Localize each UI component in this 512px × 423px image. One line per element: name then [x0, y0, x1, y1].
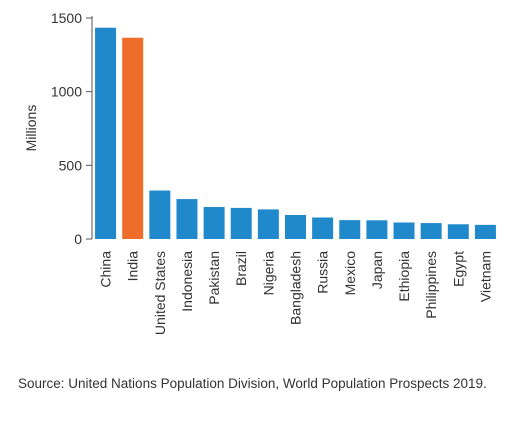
bar-india	[122, 37, 144, 239]
bar-china	[95, 27, 117, 240]
x-axis-tick-labels: China India United States Indonesia Pakistan…	[98, 251, 494, 335]
x-tick-label: United States	[152, 251, 168, 335]
x-tick-label: Egypt	[450, 251, 466, 287]
x-tick-label: Vietnam	[477, 251, 493, 302]
population-bar-chart: 0 500 1000 1500 Millions China India United S…	[23, 10, 496, 335]
x-tick-label: Bangladesh	[288, 251, 304, 325]
bar-russia	[312, 217, 334, 239]
bar-indonesia	[176, 199, 198, 239]
x-tick-label: India	[125, 251, 141, 282]
bar-japan	[366, 220, 388, 239]
bar-mexico	[339, 220, 361, 239]
x-tick-label: Philippines	[423, 251, 439, 319]
y-tick-label: 0	[74, 231, 82, 247]
x-tick-label: Mexico	[342, 251, 358, 296]
bar-philippines	[420, 223, 442, 239]
bar-united-states	[149, 190, 171, 239]
y-axis: 0 500 1000 1500	[51, 10, 93, 247]
bar-nigeria	[257, 209, 279, 239]
x-tick-label: Indonesia	[179, 251, 195, 312]
y-tick-label: 1000	[51, 84, 82, 100]
x-tick-label: Japan	[369, 251, 385, 289]
bar-ethiopia	[393, 222, 415, 239]
x-tick-label: Ethiopia	[396, 251, 412, 302]
bars	[95, 27, 496, 240]
bar-pakistan	[203, 207, 225, 239]
y-tick-label: 1500	[51, 10, 82, 26]
x-tick-label: Russia	[315, 251, 331, 294]
x-tick-label: Brazil	[233, 251, 249, 286]
source-note: Source: United Nations Population Divisi…	[18, 376, 487, 391]
x-tick-label: Nigeria	[260, 251, 276, 296]
y-axis-label: Millions	[23, 105, 39, 152]
x-tick-label: China	[98, 251, 114, 288]
x-tick-label: Pakistan	[206, 251, 222, 305]
bar-brazil	[230, 207, 252, 239]
bar-bangladesh	[285, 214, 306, 239]
y-tick-label: 500	[59, 157, 83, 173]
bar-egypt	[447, 224, 469, 239]
bar-vietnam	[474, 224, 496, 239]
